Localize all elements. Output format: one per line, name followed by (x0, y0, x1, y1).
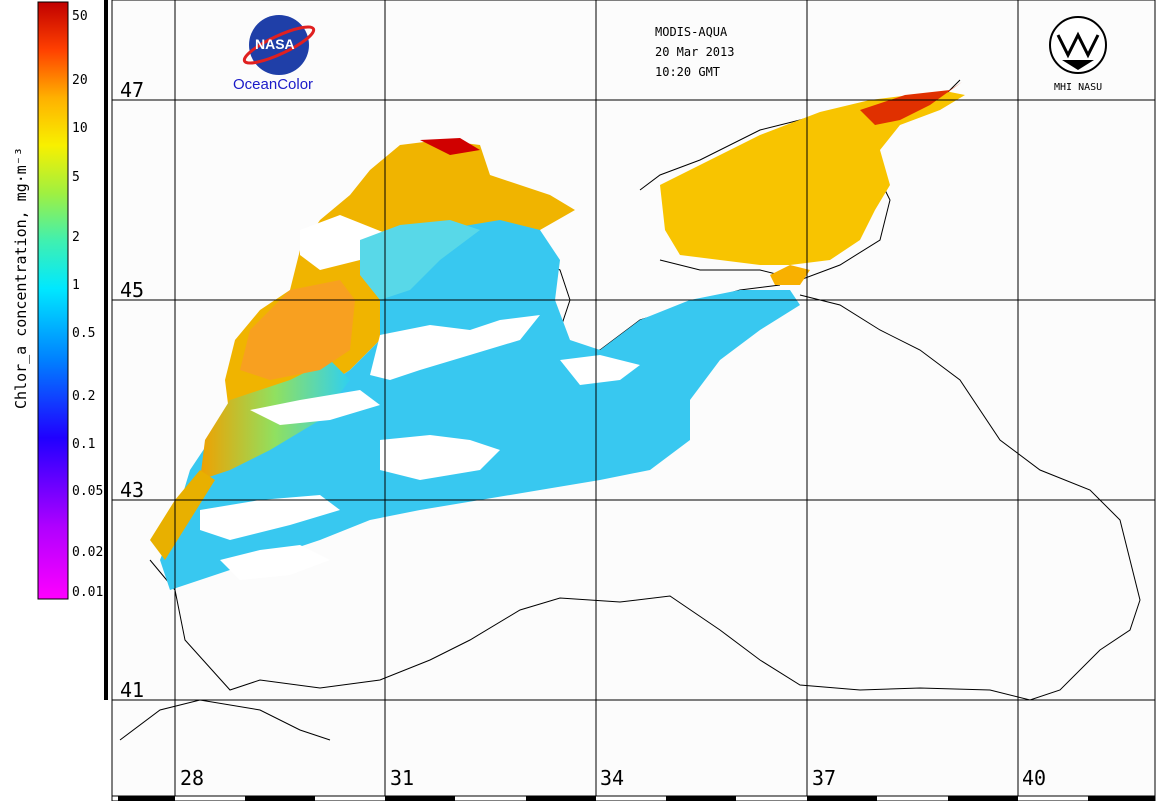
colorbar-tick: 0.05 (72, 484, 104, 499)
nasa-logo-text: NASA (255, 36, 295, 52)
colorbar-tick: 20 (72, 73, 88, 88)
colorbar-tick: 0.01 (72, 585, 104, 600)
colorbar-tick: 0.02 (72, 545, 104, 560)
colorbar-tick: 2 (72, 230, 80, 245)
lat-label: 41 (120, 678, 145, 702)
lon-label: 31 (390, 766, 415, 790)
mhi-label: MHI NASU (1054, 82, 1103, 93)
bottom-scale-bar (111, 795, 1156, 801)
colorbar-tick: 0.2 (72, 389, 96, 404)
lat-lon-grid (112, 0, 1155, 797)
lat-label: 47 (120, 78, 145, 102)
colorbar-tick: 0.5 (72, 326, 96, 341)
colorbar-tick: 1 (72, 278, 80, 293)
mhi-logo (1049, 16, 1107, 74)
lon-label: 37 (812, 766, 837, 790)
colorbar-tick: 0.1 (72, 437, 96, 452)
sensor-label: MODIS-AQUA (655, 25, 728, 39)
oceancolor-label: OceanColor (233, 76, 314, 93)
colorbar-tick: 50 (72, 9, 88, 24)
colorbar-tick: 5 (72, 170, 80, 185)
lon-label: 28 (180, 766, 205, 790)
lon-label: 40 (1022, 766, 1047, 790)
lat-label: 45 (120, 278, 145, 302)
colorbar-gradient (37, 1, 69, 600)
sea-of-azov (660, 92, 965, 265)
nasa-logo (242, 15, 316, 75)
date-label: 20 Mar 2013 (655, 45, 735, 59)
lon-label: 34 (600, 766, 625, 790)
colorbar-title: Chlor_a concentration, mg·m⁻³ (12, 147, 30, 409)
time-label: 10:20 GMT (655, 65, 721, 79)
colorbar-tick: 10 (72, 121, 88, 136)
left-axis-bar (104, 0, 108, 700)
lat-label: 43 (120, 478, 145, 502)
